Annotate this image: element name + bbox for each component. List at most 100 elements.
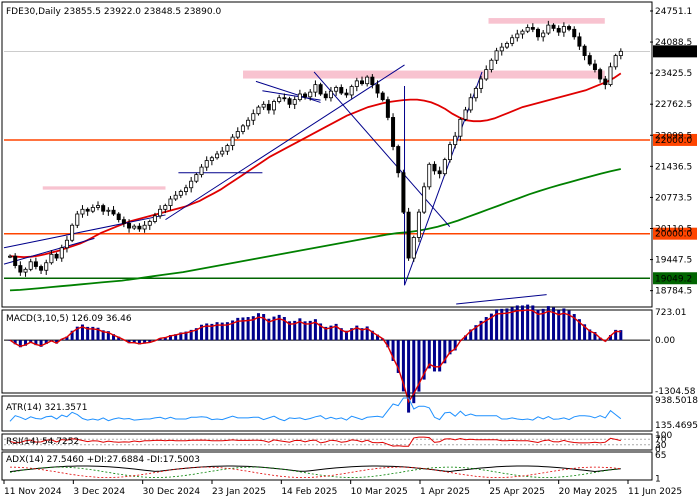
candle-down (567, 26, 572, 30)
macd-histogram-bar (70, 330, 74, 341)
candle-up (365, 76, 370, 85)
macd-histogram-bar (132, 340, 136, 344)
macd-histogram-bar (34, 340, 38, 346)
macd-histogram-bar (39, 340, 43, 347)
candle-up (106, 209, 111, 212)
plus-di-line (9, 466, 621, 478)
macd-histogram-bar (614, 329, 618, 341)
rsi-panel-border (1, 433, 653, 451)
candle-down (116, 213, 121, 221)
macd-histogram-bar (272, 316, 276, 341)
macd-histogram-bar (65, 336, 69, 341)
macd-histogram-bar (86, 326, 90, 341)
macd-histogram-bar (608, 335, 612, 341)
price-tick-label: 24751.1 (655, 7, 692, 17)
macd-histogram-bar (505, 308, 509, 341)
macd-histogram-bar (18, 340, 22, 348)
macd-histogram-bar (412, 340, 416, 404)
candle-down (18, 265, 23, 273)
candle-up (515, 33, 520, 39)
candle-down (582, 45, 587, 56)
macd-histogram-bar (13, 340, 17, 345)
macd-histogram-bar (489, 313, 493, 341)
candle-up (561, 26, 566, 33)
level-label: 22000.0 (655, 136, 692, 146)
macd-histogram-bar (225, 322, 229, 341)
candle-up (152, 215, 157, 222)
candle-up (510, 37, 515, 44)
candle-down (13, 255, 18, 266)
candle-down (577, 36, 582, 47)
candle-up (297, 93, 302, 101)
time-tick-label: 23 Jan 2025 (212, 487, 266, 497)
atr-title: ATR(14) 321.3571 (6, 403, 88, 413)
trendline (262, 90, 321, 101)
trendline (3, 214, 166, 249)
macd-histogram-bar (200, 324, 204, 341)
macd-histogram-bar (44, 340, 48, 345)
candle-up (499, 46, 504, 52)
candle-down (282, 97, 287, 100)
macd-histogram-bar (205, 323, 209, 341)
macd-histogram-bar (194, 328, 198, 341)
candle-up (132, 225, 137, 229)
candle-up (7, 255, 12, 258)
rsi-title: RSI(14) 54.7252 (6, 437, 79, 447)
price-panel: 22000.0 20000.0 19049.2 23890.0 24751.1 2408… (1, 1, 697, 308)
candle-down (385, 99, 390, 118)
candle-up (473, 87, 478, 99)
time-tick-label: 1 Apr 2025 (420, 487, 470, 497)
candle-up (618, 50, 623, 56)
macd-tick-label: 723.01 (655, 308, 687, 318)
candle-up (75, 213, 80, 226)
candle-up (349, 86, 354, 96)
atr-tick-label: 938.5018 (655, 396, 698, 406)
candle-up (173, 194, 178, 200)
candle-up (354, 80, 359, 87)
candle-down (370, 76, 375, 86)
candle-up (230, 136, 235, 146)
macd-histogram-bar (288, 321, 292, 341)
candle-down (266, 103, 271, 111)
candle-down (598, 69, 603, 80)
macd-histogram-bar (365, 326, 369, 341)
macd-histogram-bar (376, 334, 380, 341)
macd-histogram-bar (520, 305, 524, 341)
macd-histogram-bar (293, 320, 297, 341)
candle-up (447, 144, 452, 161)
macd-histogram-bar (277, 314, 281, 341)
macd-histogram-bar (598, 337, 602, 341)
trendline (456, 294, 547, 305)
trendline (313, 71, 451, 227)
macd-histogram-bar (370, 330, 374, 341)
macd-histogram-bar (210, 323, 214, 341)
atr-panel-border (1, 395, 653, 432)
macd-tick-label: -1304.58 (655, 387, 696, 397)
candle-up (199, 166, 204, 176)
price-tick-label: 24088.5 (655, 38, 692, 48)
macd-histogram-bar (184, 331, 188, 341)
macd-histogram-bar (231, 320, 235, 341)
candle-up (80, 208, 85, 215)
candle-up (96, 205, 101, 208)
macd-histogram-bar (401, 340, 405, 392)
adx-line (9, 465, 621, 473)
candle-down (556, 27, 561, 33)
candle-up (613, 55, 618, 68)
candle-up (489, 59, 494, 71)
candle-down (318, 84, 323, 95)
macd-histogram-bar (355, 325, 359, 341)
macd-histogram-bar (148, 340, 152, 343)
macd-histogram-bar (112, 334, 116, 341)
macd-histogram-bar (417, 340, 421, 392)
candle-down (572, 28, 577, 38)
price-tick-label: 19447.5 (655, 256, 692, 266)
candle-up (427, 163, 432, 188)
candle-down (592, 63, 597, 71)
candle-up (246, 119, 251, 127)
candle-up (183, 187, 188, 192)
macd-histogram-bar (531, 305, 535, 341)
macd-histogram-bar (215, 322, 219, 341)
time-tick-label: 30 Dec 2024 (143, 487, 201, 497)
candle-up (608, 66, 613, 86)
